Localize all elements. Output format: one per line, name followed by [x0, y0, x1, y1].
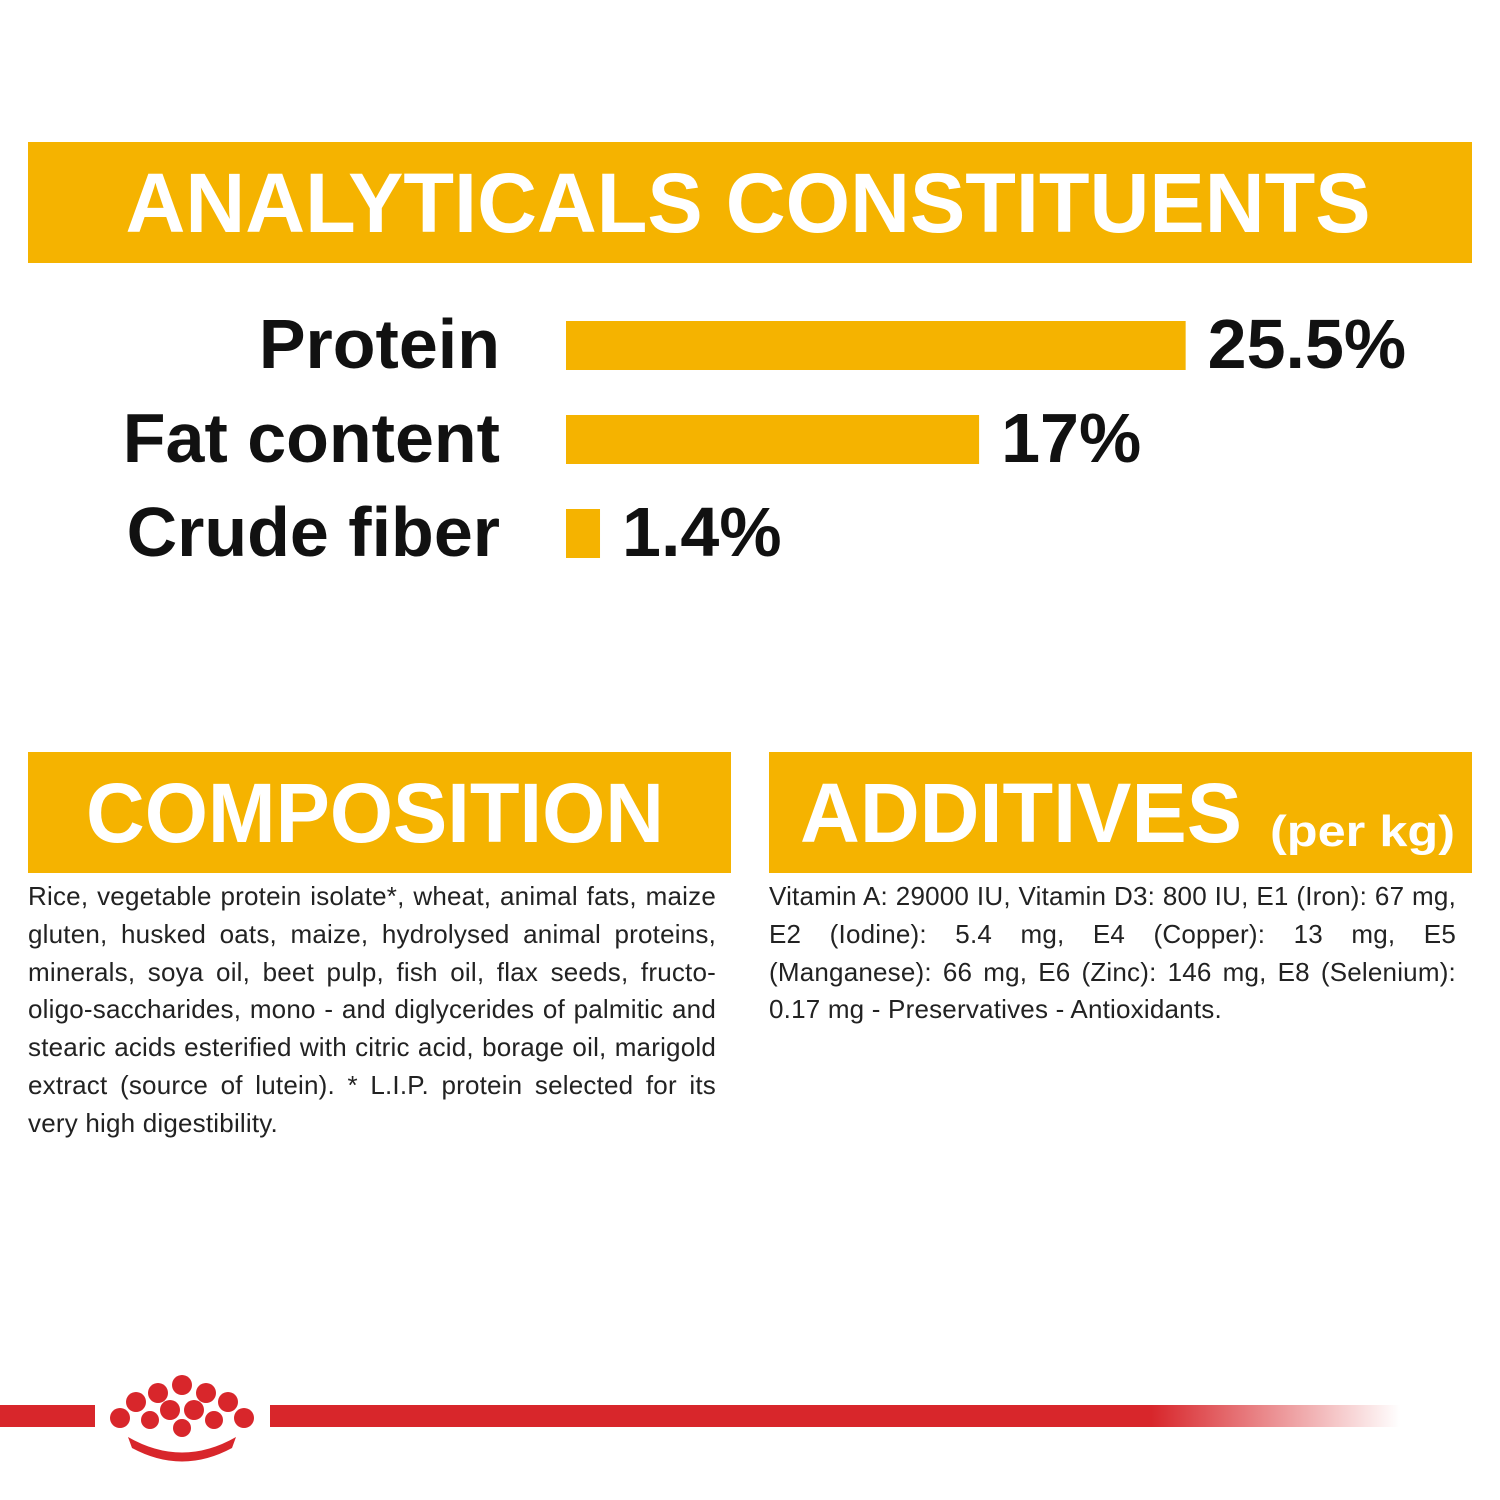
bar: [566, 321, 1186, 370]
title-band: [28, 142, 1472, 263]
additives-title: ADDITIVES: [800, 766, 1242, 860]
composition-title: COMPOSITION: [86, 766, 664, 860]
additives-text: Vitamin A: 29000 IU, Vitamin D3: 800 IU,…: [769, 881, 1456, 1025]
composition-text: Rice, vegetable protein isolate*, wheat,…: [28, 881, 716, 1138]
value-label: 17%: [1001, 399, 1141, 477]
bar: [566, 509, 601, 558]
composition-band: [28, 752, 731, 873]
value-label: 1.4%: [622, 493, 782, 571]
additives-band: [769, 752, 1472, 873]
bar: [566, 415, 980, 464]
chart-title: ANALYTICALS CONSTITUENTS: [126, 156, 1371, 250]
brand-line: [0, 1375, 1400, 1462]
category-label: Protein: [259, 305, 500, 383]
value-label: 25.5%: [1208, 305, 1406, 383]
category-label: Crude fiber: [127, 493, 500, 571]
additives-unit: (per kg): [1270, 807, 1455, 856]
category-label: Fat content: [123, 399, 500, 477]
